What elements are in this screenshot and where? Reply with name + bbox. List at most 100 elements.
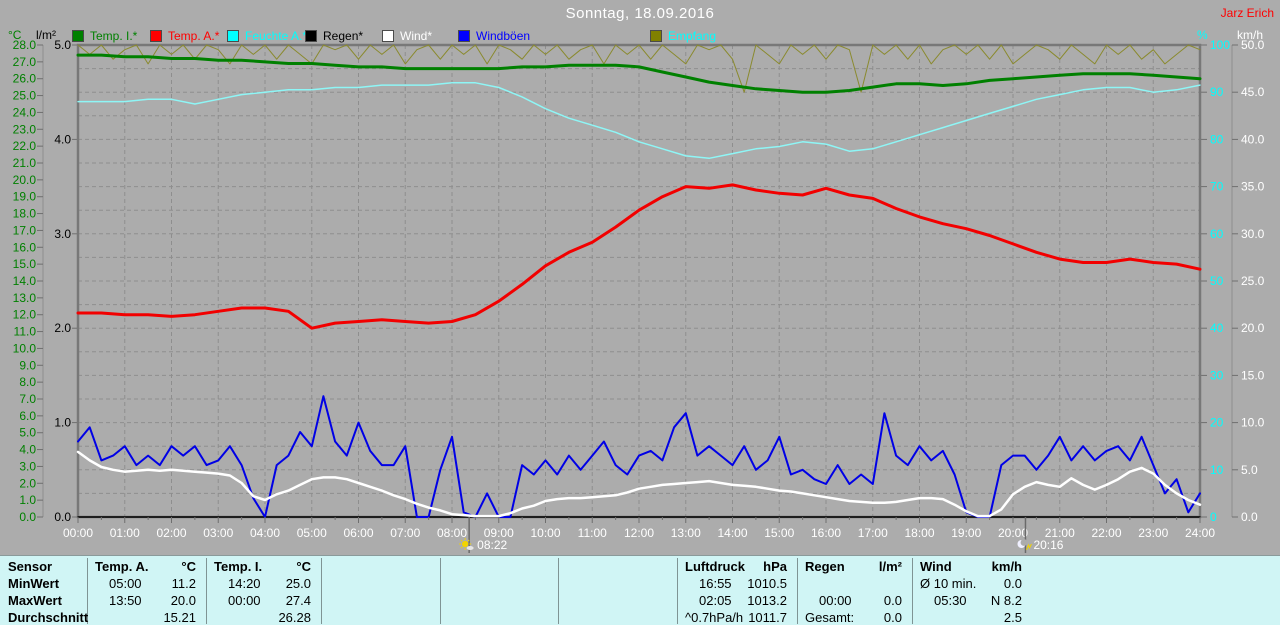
time-axis-label: 11:00 (578, 526, 607, 540)
sensor-name: Temp. A. (95, 559, 149, 574)
sun-icon (459, 538, 474, 550)
time-axis-label: 07:00 (390, 526, 420, 540)
axis-unit-lm2: l/m² (36, 28, 56, 42)
celsius-axis-label: 5.0 (19, 426, 36, 440)
lm2-axis-label: 3.0 (54, 227, 71, 241)
time-axis-label: 23:00 (1138, 526, 1168, 540)
temp-i-swatch-icon (72, 30, 84, 42)
stat-time: Gesamt: (805, 610, 855, 625)
celsius-axis-label: 13.0 (13, 291, 37, 305)
stat-time: 13:50 (109, 593, 142, 608)
celsius-axis-label: 27.0 (13, 55, 37, 69)
celsius-axis-label: 2.0 (19, 476, 36, 490)
percent-axis-label: 30 (1210, 368, 1224, 382)
stat-time: ^0.7hPa/h (685, 610, 744, 625)
percent-axis-label: 60 (1210, 227, 1224, 241)
table-separator (87, 558, 88, 624)
sensor-unit: °C (181, 559, 196, 574)
legend-item-empfang: Empfang (650, 29, 716, 43)
celsius-axis-label: 21.0 (13, 156, 37, 170)
kmh-axis-label: 20.0 (1241, 321, 1265, 335)
empfang-swatch-icon (650, 30, 662, 42)
celsius-axis-label: 12.0 (13, 308, 37, 322)
legend-item-wind: Wind* (382, 29, 432, 43)
percent-axis-label: 50 (1210, 274, 1224, 288)
percent-axis-label: 70 (1210, 180, 1224, 194)
celsius-axis-label: 8.0 (19, 375, 36, 389)
stat-value: 1010.5 (747, 576, 787, 591)
table-separator (440, 558, 441, 624)
marker-time-label: 20:16 (1033, 538, 1063, 552)
marker-time-label: 08:22 (477, 538, 507, 552)
celsius-axis-label: 3.0 (19, 459, 36, 473)
stat-time: Ø 10 min. (920, 576, 977, 591)
time-axis-label: 12:00 (624, 526, 654, 540)
legend-item-windboeen: Windböen (458, 29, 530, 43)
chart-legend: Temp. I.* Temp. A.* Feuchte A.* Regen* Wind*… (0, 29, 1280, 45)
stat-value: 1013.2 (747, 593, 787, 608)
celsius-axis-label: 7.0 (19, 392, 36, 406)
table-separator (321, 558, 322, 624)
table-separator (912, 558, 913, 624)
stat-value: 27.4 (285, 593, 311, 608)
lm2-axis-label: 4.0 (54, 132, 71, 146)
stat-time: 00:00 (228, 593, 261, 608)
table-separator (797, 558, 798, 624)
table-separator (206, 558, 207, 624)
stat-time: 16:55 (699, 576, 732, 591)
kmh-axis-label: 5.0 (1241, 463, 1258, 477)
time-axis-label: 14:00 (717, 526, 747, 540)
kmh-axis-label: 45.0 (1241, 85, 1265, 99)
lm2-axis-label: 2.0 (54, 321, 71, 335)
sensor-unit: hPa (763, 559, 787, 574)
celsius-axis-label: 24.0 (13, 105, 37, 119)
celsius-axis-label: 4.0 (19, 443, 36, 457)
legend-label: Regen* (323, 29, 364, 43)
sensor-unit: °C (296, 559, 311, 574)
sensor-name: Luftdruck (685, 559, 745, 574)
axis-unit-percent: % (1197, 28, 1208, 42)
stat-value: 1011.7 (748, 610, 787, 625)
legend-label: Windböen (476, 29, 531, 43)
celsius-axis-label: 20.0 (13, 173, 37, 187)
series-empfang (77, 44, 1201, 93)
lm2-axis-label: 5.0 (54, 38, 71, 52)
row-label: MinWert (8, 576, 60, 591)
time-axis-label: 02:00 (156, 526, 186, 540)
station-owner: Jarz Erich (1220, 6, 1274, 20)
time-axis-label: 15:00 (764, 526, 794, 540)
series-windboeen (77, 395, 1201, 518)
kmh-axis: 50.0 45.0 40.0 35.0 30.0 25.0 20.0 15.0 10.0 5.0 0… (1231, 38, 1265, 524)
celsius-axis-label: 11.0 (14, 325, 37, 339)
kmh-axis-label: 15.0 (1241, 368, 1265, 382)
celsius-axis: 28.0 27.0 26.0 25.0 24.0 23.0 22.0 21.0 20.0 19.0… (13, 38, 44, 524)
row-label: Durchschnitt (8, 610, 89, 625)
stat-time: 05:30 (934, 593, 967, 608)
sensor-unit: l/m² (878, 559, 902, 574)
celsius-axis-label: 1.0 (19, 493, 36, 507)
time-axis-label: 00:00 (63, 526, 93, 540)
time-axis-label: 10:00 (530, 526, 560, 540)
celsius-axis-label: 23.0 (13, 122, 37, 136)
time-axis-label: 22:00 (1091, 526, 1121, 540)
time-axis-label: 20:00 (998, 526, 1028, 540)
percent-axis-label: 100 (1210, 38, 1230, 52)
page-title: Sonntag, 18.09.2016 (565, 5, 715, 22)
celsius-axis-label: 15.0 (13, 257, 37, 271)
chart-plot[interactable]: 28.0 27.0 26.0 25.0 24.0 23.0 22.0 21.0 20.0 19.0… (0, 0, 1280, 555)
celsius-axis-label: 26.0 (13, 72, 37, 86)
celsius-axis-label: 28.0 (13, 38, 37, 52)
legend-label: Empfang (668, 29, 717, 43)
stat-time: 02:05 (699, 593, 732, 608)
axis-unit-kmh: km/h (1237, 28, 1264, 42)
celsius-axis-label: 14.0 (13, 274, 37, 288)
series-wind (76, 450, 1202, 518)
time-axis-label: 05:00 (297, 526, 327, 540)
stat-value: 11.2 (171, 576, 196, 591)
legend-item-temp-i: Temp. I.* (72, 29, 137, 43)
percent-axis-label: 80 (1210, 132, 1224, 146)
lm2-axis-label: 0.0 (54, 510, 71, 524)
celsius-axis-label: 22.0 (13, 139, 37, 153)
